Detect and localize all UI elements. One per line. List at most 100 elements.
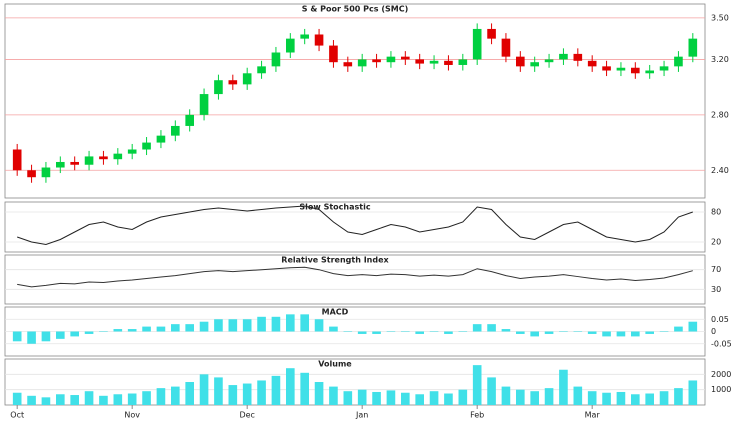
candle-body	[70, 161, 79, 165]
bar	[84, 331, 94, 334]
bar	[559, 331, 568, 332]
bar	[242, 319, 252, 332]
candle-body	[271, 52, 281, 67]
candle-body	[415, 59, 424, 64]
bar	[27, 331, 36, 344]
bar	[544, 331, 554, 334]
bar	[444, 331, 453, 334]
indicator-line	[17, 266, 693, 288]
bar	[286, 314, 295, 332]
chart-title: S & Poor 500 Pcs (SMC)	[302, 5, 408, 14]
bar	[84, 391, 94, 405]
candle-body	[84, 156, 94, 165]
x-tick-label: Jan	[355, 411, 368, 420]
bar	[674, 388, 683, 405]
bar	[286, 368, 295, 405]
bar	[185, 382, 194, 405]
bar	[171, 324, 180, 332]
y-tick-label: 0.05	[711, 315, 729, 324]
candle-body	[386, 56, 396, 63]
y-tick-label: 70	[711, 265, 721, 274]
candle-body	[12, 149, 22, 171]
x-tick-label: Feb	[470, 411, 484, 420]
candle-body	[674, 56, 683, 67]
candle-body	[286, 38, 295, 53]
bar	[314, 382, 324, 405]
bar	[300, 314, 309, 332]
y-tick-label: 2.40	[711, 166, 729, 175]
bar	[688, 380, 698, 405]
bar	[458, 389, 468, 405]
candle-body	[631, 67, 640, 74]
bar	[616, 331, 626, 337]
candle-body	[501, 38, 511, 57]
bar	[214, 377, 223, 405]
bar	[544, 388, 554, 405]
y-tick-label: 20	[711, 238, 721, 247]
bar	[472, 365, 482, 405]
bar	[70, 331, 79, 337]
y-tick-label: 0	[711, 327, 716, 336]
bar	[386, 331, 396, 332]
bar	[113, 394, 123, 405]
candle-body	[688, 38, 698, 57]
bar	[199, 374, 209, 405]
bar	[199, 321, 209, 332]
bar	[688, 321, 698, 332]
x-tick-label: Mar	[585, 411, 601, 420]
candle-body	[242, 73, 252, 85]
bar	[242, 383, 252, 405]
bar	[631, 394, 640, 405]
bar	[659, 331, 669, 332]
y-tick-label: -0.05	[711, 339, 732, 348]
bar	[228, 385, 238, 405]
panel-frame	[4, 358, 706, 406]
candle-body	[343, 62, 353, 67]
bar	[142, 391, 151, 405]
candle-body	[113, 153, 123, 160]
bar	[156, 326, 166, 332]
bar	[415, 331, 424, 334]
bar	[214, 319, 223, 332]
candle-body	[458, 59, 468, 65]
y-tick-label: 80	[711, 208, 721, 217]
bar	[645, 331, 654, 334]
bar	[659, 391, 669, 405]
bar	[12, 392, 22, 405]
bar	[559, 369, 568, 405]
candle-body	[573, 53, 583, 61]
bar	[127, 329, 137, 332]
candle-body	[530, 62, 539, 67]
bar	[516, 331, 525, 334]
candle-body	[559, 53, 568, 60]
candle-body	[41, 167, 51, 178]
bar	[573, 386, 583, 405]
candle-body	[142, 142, 151, 150]
candle-body	[127, 149, 137, 154]
bar	[99, 395, 108, 405]
bar	[429, 331, 439, 332]
bar	[185, 324, 194, 332]
bar	[142, 326, 151, 332]
y-tick-label: 30	[711, 285, 721, 294]
bar	[300, 372, 309, 405]
bar	[487, 377, 496, 405]
bar	[27, 395, 36, 405]
bar	[444, 393, 453, 405]
candle-body	[257, 66, 266, 74]
candle-body	[27, 170, 36, 178]
panel-title: Relative Strength Index	[281, 256, 389, 265]
bar	[257, 380, 266, 405]
bar	[99, 331, 108, 332]
panel-title: Slow Stochastic	[299, 203, 370, 212]
bar	[171, 386, 180, 405]
bar	[602, 392, 611, 405]
bar	[372, 331, 381, 334]
y-tick-label: 2000	[711, 370, 731, 379]
bar	[429, 391, 439, 405]
bar	[70, 395, 79, 405]
bar	[257, 316, 266, 332]
panel-frame	[4, 254, 706, 305]
candle-body	[602, 66, 611, 71]
